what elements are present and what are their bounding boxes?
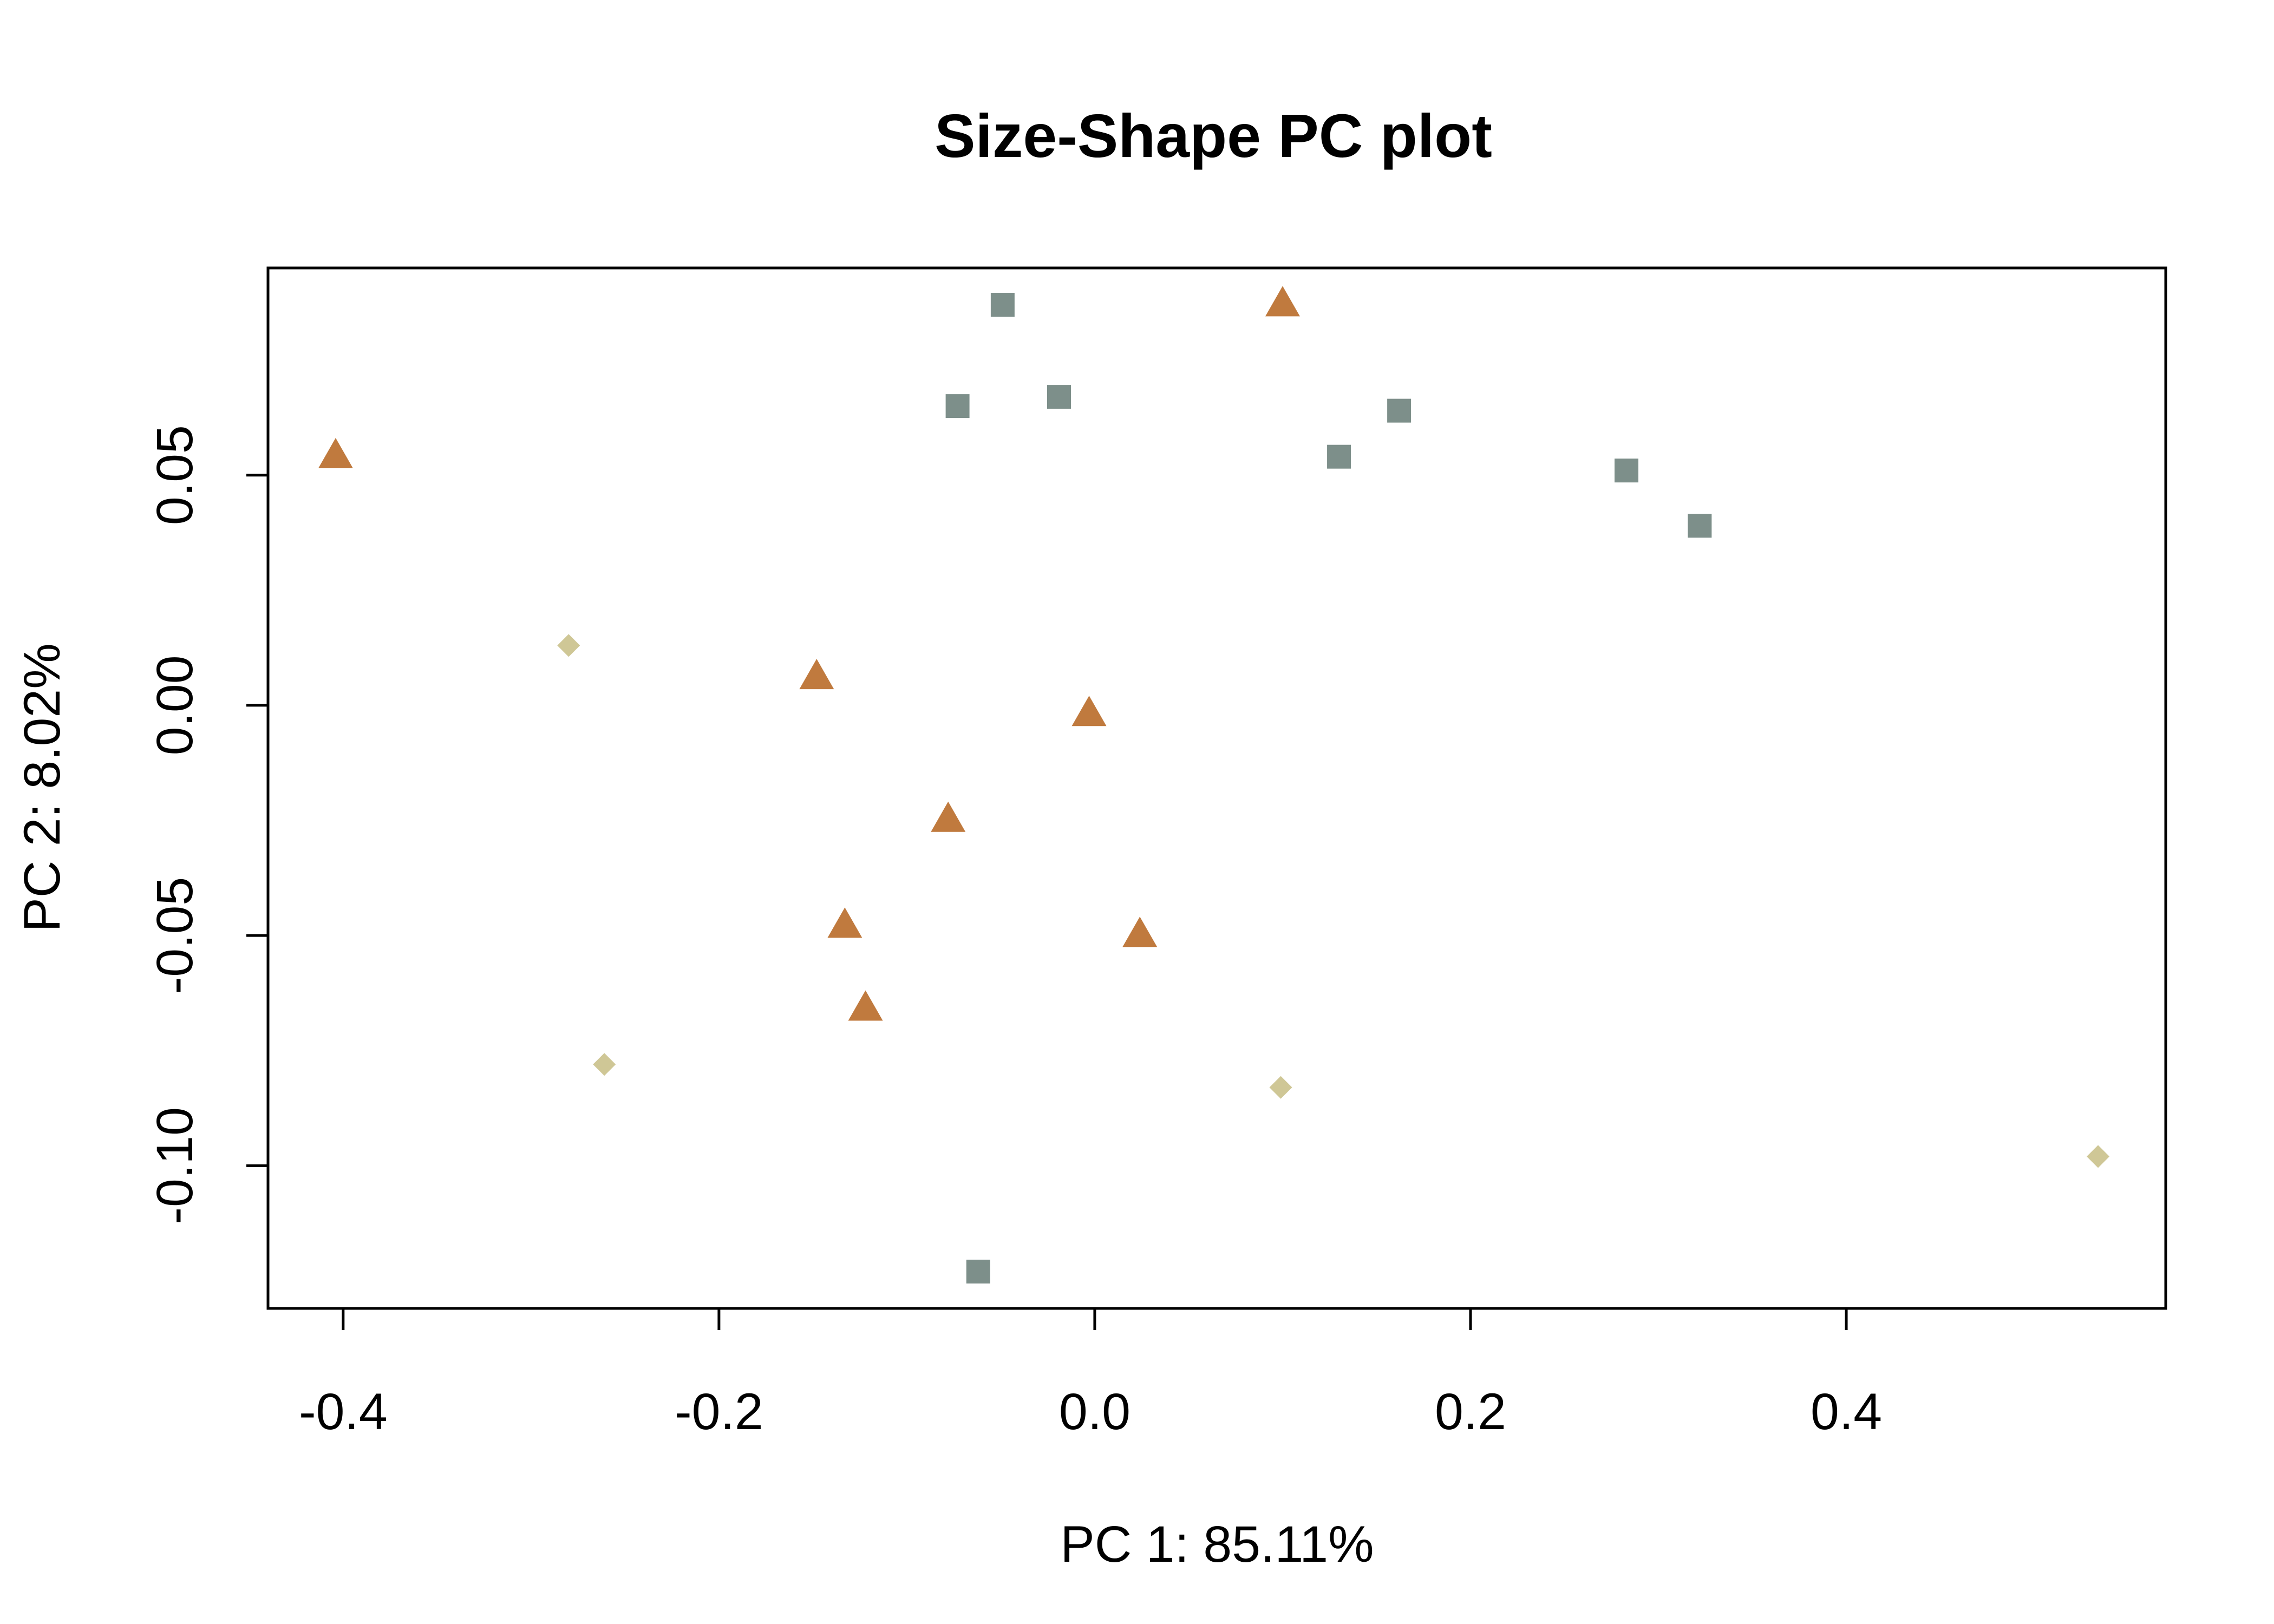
y-tick-label: -0.05	[146, 877, 204, 994]
x-tick-label: -0.2	[675, 1383, 763, 1440]
triangle-point	[1265, 286, 1300, 317]
triangle-point	[931, 801, 966, 832]
diamond-point	[593, 1053, 616, 1076]
plot-area-frame	[266, 266, 2167, 1310]
square-point	[945, 394, 970, 418]
square-point	[1615, 459, 1639, 483]
data-points	[318, 286, 2110, 1284]
x-tick-label: 0.4	[1811, 1383, 1882, 1440]
triangle-point	[827, 907, 862, 938]
square-point	[1688, 514, 1712, 538]
triangle-point	[848, 990, 883, 1021]
y-axis-label: PC 2: 8.02%	[14, 643, 71, 932]
x-tick-label: 0.2	[1435, 1383, 1506, 1440]
triangle-point	[1122, 916, 1158, 947]
diamond-point	[557, 634, 580, 657]
square-point	[1327, 444, 1351, 469]
x-tick-label: -0.4	[299, 1383, 388, 1440]
square-point	[966, 1259, 990, 1284]
y-axis: -0.10 -0.05 0.00 0.05	[146, 425, 270, 1224]
triangle-point	[318, 437, 353, 468]
x-axis: -0.4 -0.2 0.0 0.2 0.4	[299, 1307, 1882, 1440]
y-tick-label: 0.05	[146, 425, 204, 525]
triangle-point	[799, 659, 834, 690]
diamond-point	[2087, 1145, 2110, 1168]
diamond-point	[1269, 1076, 1292, 1099]
x-axis-label: PC 1: 85.11%	[1060, 1516, 1374, 1573]
y-tick-label: -0.10	[146, 1107, 204, 1224]
square-point	[990, 293, 1015, 317]
y-tick-label: 0.00	[146, 655, 204, 755]
square-point	[1047, 385, 1071, 409]
square-point	[1387, 398, 1412, 423]
x-tick-label: 0.0	[1059, 1383, 1131, 1440]
chart-title: Size-Shape PC plot	[935, 102, 1492, 170]
triangle-point	[1071, 696, 1107, 726]
